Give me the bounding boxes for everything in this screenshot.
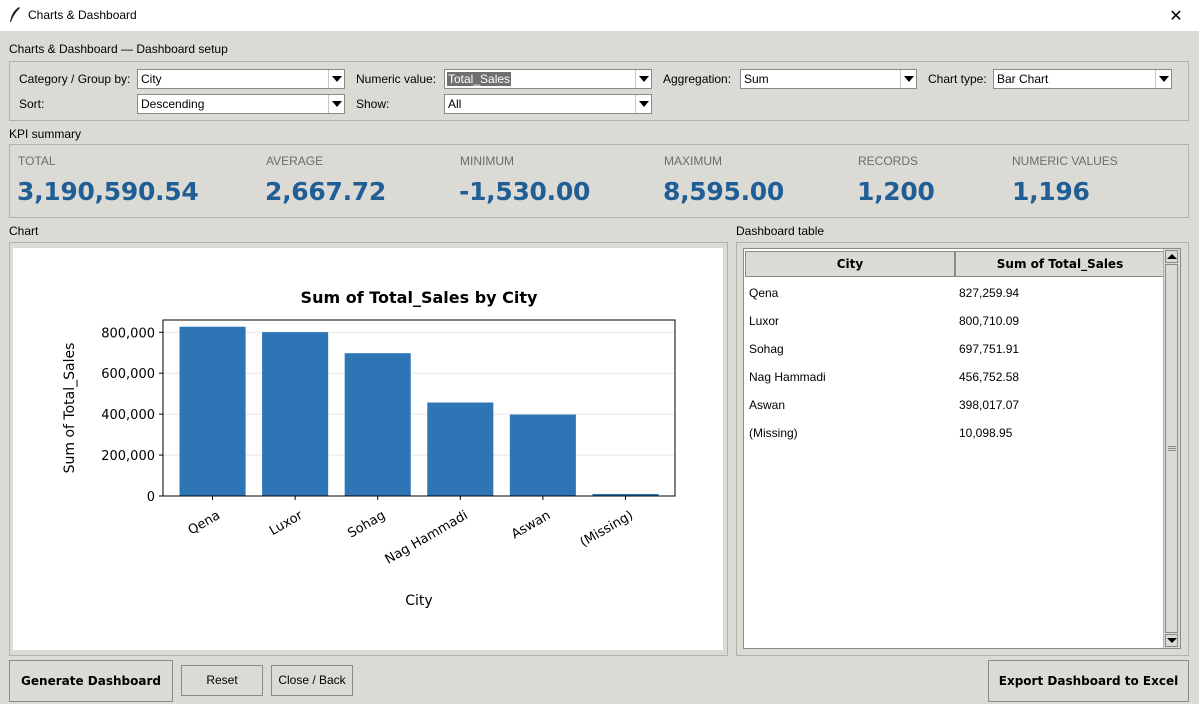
kpi-records-value: 1,200 [857, 177, 935, 206]
table-cell-city: Luxor [749, 314, 780, 328]
kpi-numeric-value: 1,196 [1012, 177, 1090, 206]
scroll-down-icon[interactable] [1165, 634, 1178, 647]
setup-panel: Category / Group by: City Numeric value:… [9, 61, 1189, 121]
table-cell-sum: 456,752.58 [959, 370, 1020, 384]
kpi-maximum-value: 8,595.00 [663, 177, 784, 206]
charttype-value: Bar Chart [997, 72, 1049, 86]
aggregation-value: Sum [744, 72, 769, 86]
kpi-maximum-label: MAXIMUM [664, 154, 722, 168]
feather-icon [10, 7, 20, 22]
close-icon[interactable]: ✕ [1169, 6, 1183, 25]
app-body: Charts & Dashboard — Dashboard setup Cat… [0, 31, 1199, 704]
chart-panel [9, 242, 728, 656]
category-label: Category / Group by: [19, 72, 131, 86]
table-cell-sum: 800,710.09 [959, 314, 1020, 328]
chart-xlabel: City [405, 593, 432, 609]
chevron-down-icon[interactable] [1155, 70, 1171, 88]
numeric-select[interactable]: Total_Sales [444, 69, 652, 89]
bar [179, 326, 246, 496]
category-select[interactable]: City [137, 69, 345, 89]
y-tick-label: 0 [147, 490, 155, 505]
kpi-total-value: 3,190,590.54 [17, 177, 199, 206]
column-header-sum[interactable]: Sum of Total_Sales [955, 251, 1165, 277]
table-cell-sum: 827,259.94 [959, 286, 1020, 300]
table-cell-city: Sohag [749, 342, 784, 356]
y-tick-label: 400,000 [101, 408, 155, 423]
x-tick-label: Qena [186, 508, 223, 538]
kpi-average-value: 2,667.72 [265, 177, 386, 206]
x-tick-label: Sohag [345, 508, 388, 541]
close-back-button[interactable]: Close / Back [271, 665, 353, 696]
show-label: Show: [356, 97, 390, 111]
table-cell-sum: 10,098.95 [959, 426, 1013, 440]
charttype-label: Chart type: [928, 72, 987, 86]
chevron-down-icon[interactable] [635, 95, 651, 113]
x-tick-label: Luxor [267, 508, 306, 539]
table-panel [736, 242, 1189, 656]
setup-heading: Charts & Dashboard — Dashboard setup [9, 42, 228, 56]
show-value: All [448, 97, 462, 111]
bar [427, 402, 494, 496]
table-cell-sum: 398,017.07 [959, 398, 1020, 412]
bar [344, 353, 411, 496]
column-header-city[interactable]: City [745, 251, 955, 277]
chart-canvas: Sum of Total_Sales by City 0 200,000 400,0… [13, 248, 723, 650]
dashboard-table[interactable]: City Sum of Total_Sales Qena 827,259.94 … [743, 248, 1181, 649]
sort-label: Sort: [19, 97, 45, 111]
kpi-minimum-value: -1,530.00 [459, 177, 591, 206]
table-cell-city: Aswan [749, 398, 786, 412]
scroll-up-icon[interactable] [1165, 250, 1178, 263]
category-value: City [141, 72, 162, 86]
x-tick-label: (Missing) [578, 508, 636, 550]
aggregation-select[interactable]: Sum [740, 69, 917, 89]
charttype-select[interactable]: Bar Chart [993, 69, 1172, 89]
bar [262, 332, 329, 496]
show-select[interactable]: All [444, 94, 652, 114]
bar-chart: Sum of Total_Sales by City 0 200,000 400,0… [62, 288, 676, 609]
chevron-down-icon[interactable] [635, 70, 651, 88]
table-scrollbar[interactable] [1163, 249, 1180, 648]
chevron-down-icon[interactable] [328, 95, 344, 113]
chevron-down-icon[interactable] [900, 70, 916, 88]
kpi-heading: KPI summary [9, 127, 82, 141]
sort-value: Descending [141, 97, 205, 111]
table-cell-city: (Missing) [749, 426, 798, 440]
title-bar: Charts & Dashboard ✕ [0, 0, 1199, 32]
y-tick-label: 200,000 [101, 449, 155, 464]
kpi-total-label: TOTAL [18, 154, 56, 168]
kpi-minimum-label: MINIMUM [460, 154, 514, 168]
y-tick-label: 600,000 [101, 367, 155, 382]
bar [592, 493, 659, 496]
numeric-value: Total_Sales [447, 72, 512, 86]
table-heading: Dashboard table [736, 224, 825, 238]
table-cell-city: Qena [749, 286, 779, 300]
export-excel-button[interactable]: Export Dashboard to Excel [988, 660, 1189, 702]
aggregation-label: Aggregation: [663, 72, 732, 86]
kpi-panel [9, 144, 1189, 218]
plot-frame [162, 319, 676, 497]
kpi-records-label: RECORDS [858, 154, 919, 168]
sort-select[interactable]: Descending [137, 94, 345, 114]
window-title: Charts & Dashboard [28, 8, 137, 22]
y-tick-label: 800,000 [101, 326, 155, 341]
kpi-numeric-label: NUMERIC VALUES [1012, 154, 1118, 168]
table-cell-sum: 697,751.91 [959, 342, 1020, 356]
chart-heading: Chart [9, 224, 39, 238]
x-tick-label: Nag Hammadi [383, 508, 471, 567]
generate-dashboard-button[interactable]: Generate Dashboard [9, 660, 173, 702]
bar [509, 414, 576, 496]
chart-ylabel: Sum of Total_Sales [62, 343, 78, 474]
table-cell-city: Nag Hammadi [749, 370, 826, 384]
x-tick-label: Aswan [509, 508, 553, 542]
scroll-thumb[interactable] [1165, 264, 1178, 633]
reset-button[interactable]: Reset [181, 665, 263, 696]
numeric-label: Numeric value: [356, 72, 437, 86]
kpi-average-label: AVERAGE [266, 154, 324, 168]
chart-title: Sum of Total_Sales by City [301, 288, 538, 307]
chevron-down-icon[interactable] [328, 70, 344, 88]
